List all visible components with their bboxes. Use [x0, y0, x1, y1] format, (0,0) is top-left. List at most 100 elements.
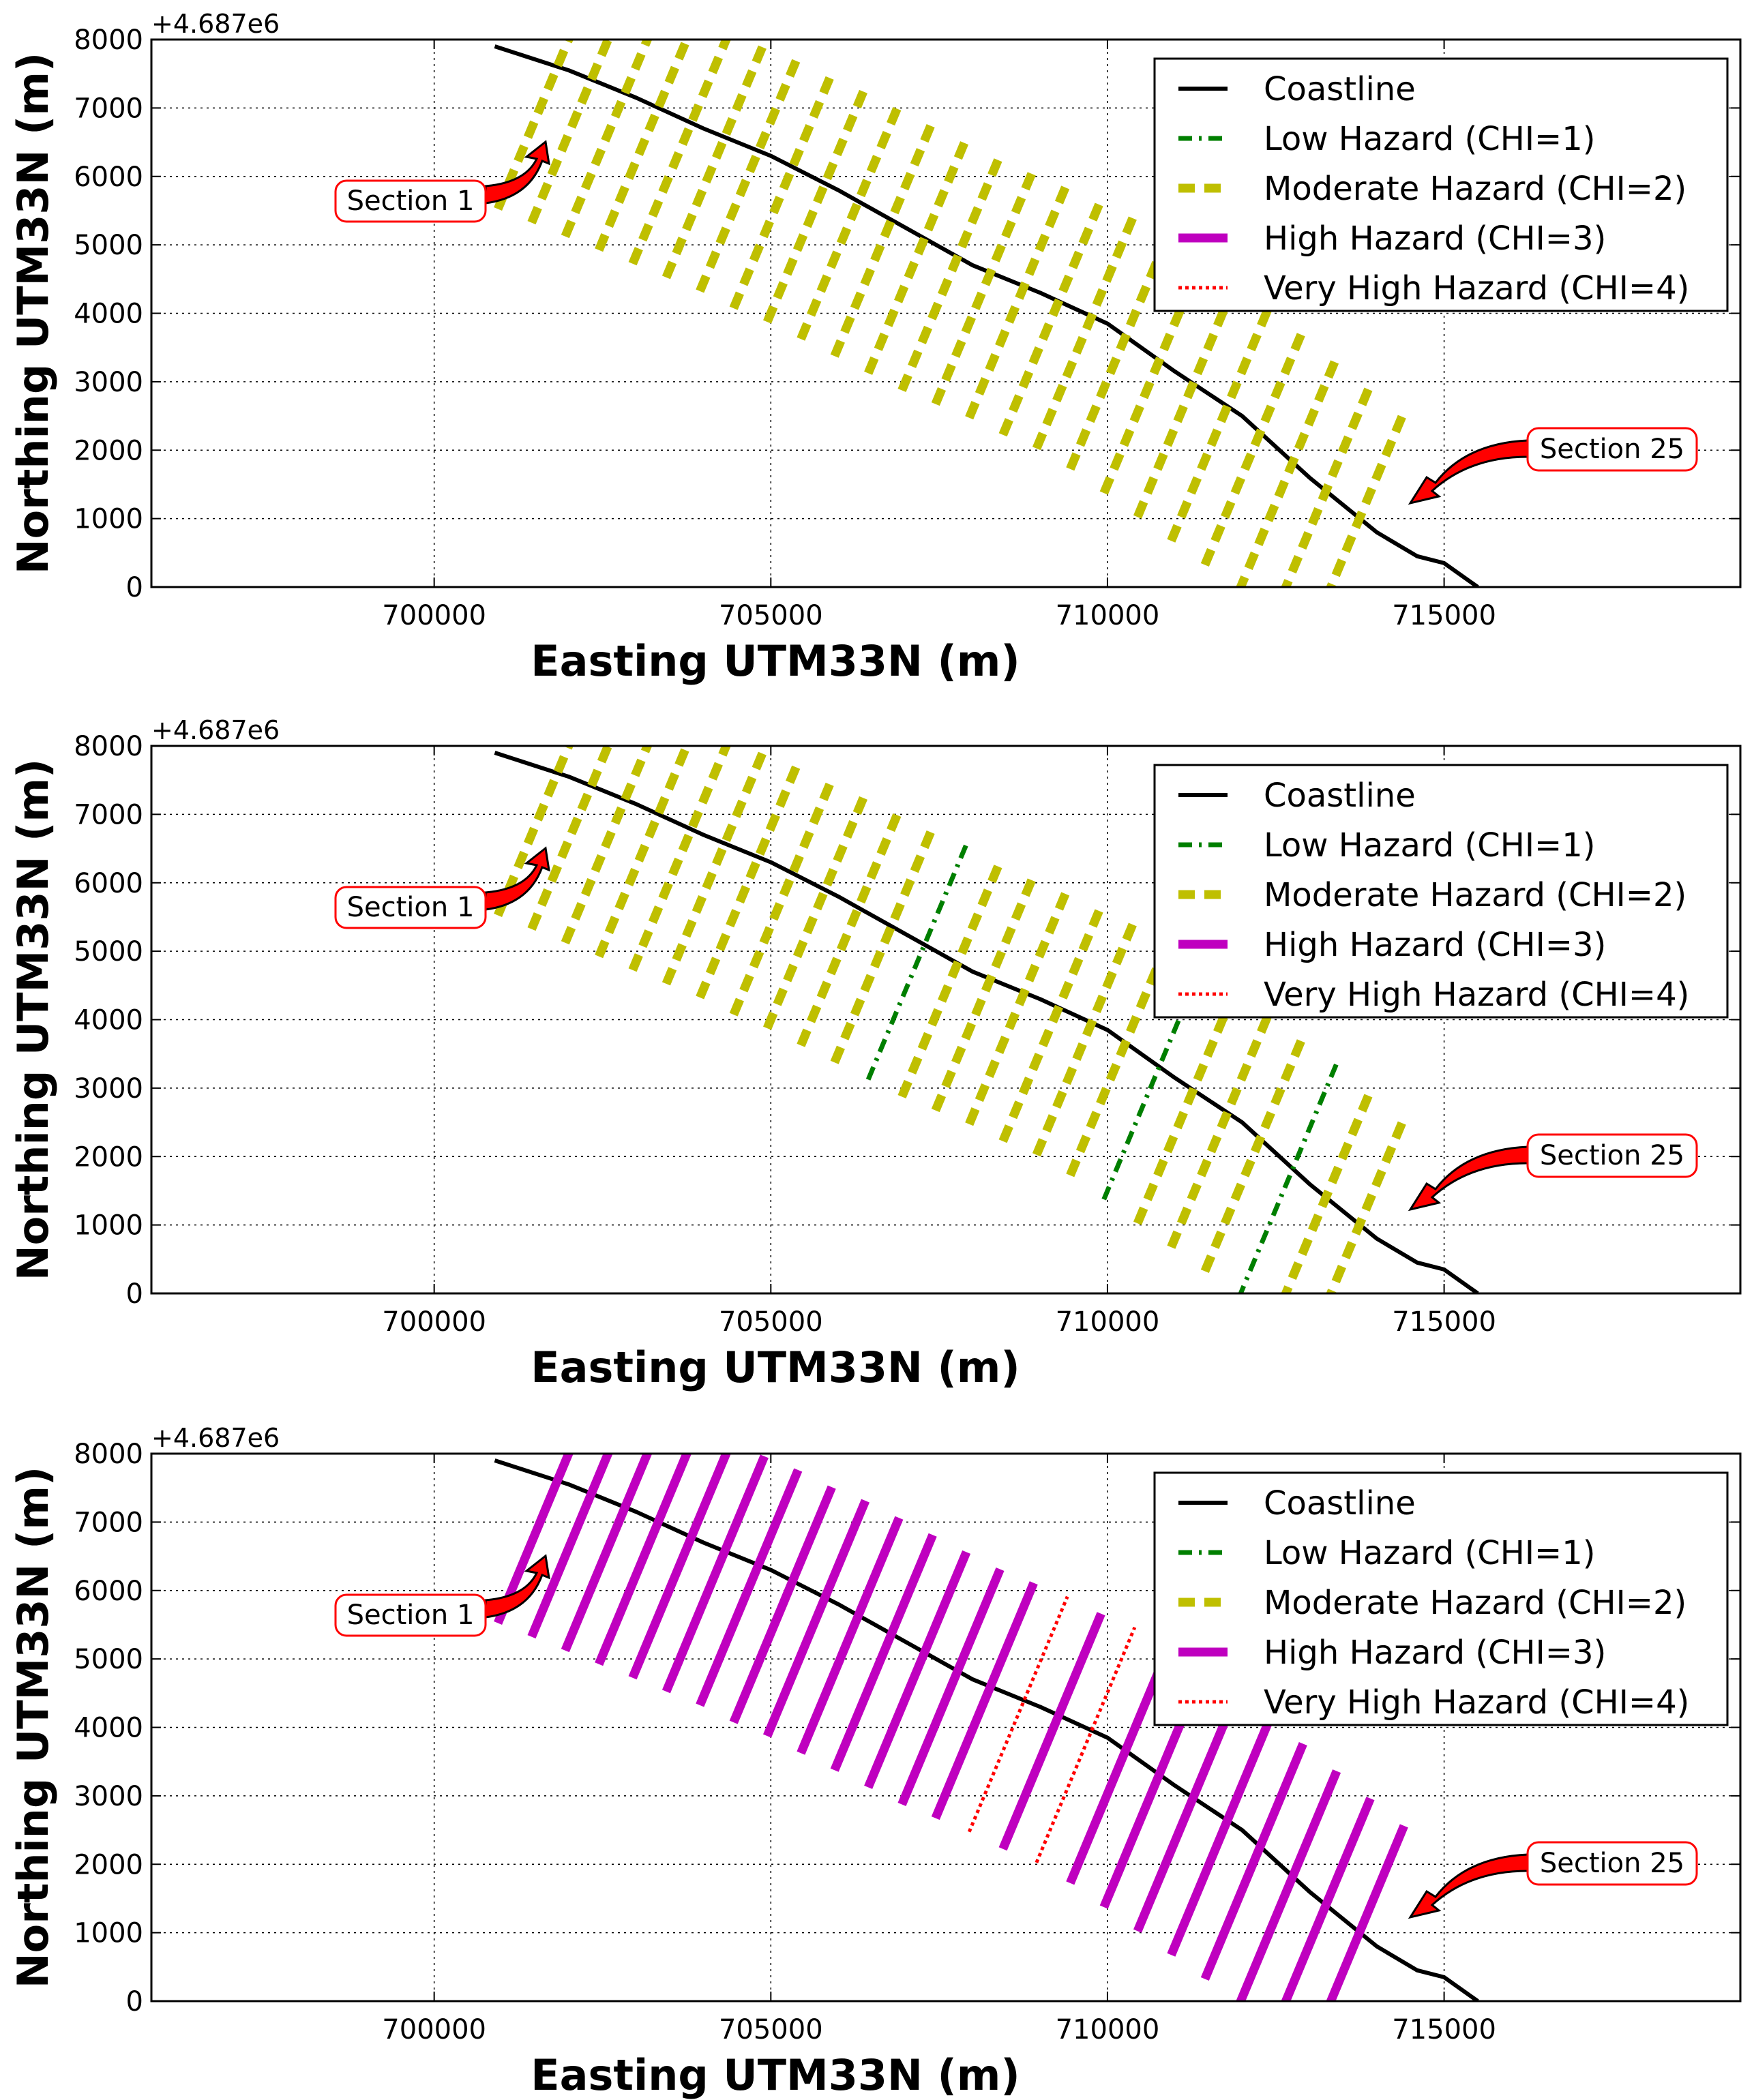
- legend-box: [1153, 57, 1729, 312]
- chart-panel-bottom: 700000 705000 710000 715000 0 1000 2000 3000 400…: [8, 1423, 1742, 2100]
- y-tick-label: 4000: [74, 1005, 143, 1036]
- section-12-chi-3: [864, 1550, 971, 1789]
- y-offset-label: +4.687e6: [151, 9, 280, 39]
- y-tick-label: 8000: [74, 25, 143, 56]
- section-8-chi-2: [729, 71, 836, 310]
- legend-entry-4: Very High Hazard (CHI=4): [1264, 269, 1689, 308]
- y-offset-label: +4.687e6: [151, 715, 280, 745]
- legend-entry-0: Coastline: [1264, 777, 1416, 815]
- legend-entry-3: High Hazard (CHI=3): [1264, 926, 1606, 964]
- x-tick-label: 715000: [1392, 1306, 1496, 1338]
- y-tick-label: 1000: [74, 504, 143, 535]
- legend-entry-0: Coastline: [1264, 1484, 1416, 1522]
- chart-panel-top: 700000 705000 710000 715000 0 1000 2000 3000 400…: [8, 9, 1742, 686]
- section-1-label: Section 1: [347, 1600, 475, 1631]
- section-10-chi-2: [797, 102, 904, 341]
- plot-area: [494, 746, 1479, 1293]
- section-18-chi-2: [1066, 232, 1173, 471]
- section-22-chi-2: [1200, 1034, 1307, 1274]
- section-25-label: Section 25: [1540, 1848, 1684, 1879]
- section-14-chi-2: [931, 873, 1038, 1113]
- section-23-chi-1: [1238, 1062, 1339, 1293]
- y-axis-label: Northing UTM33N (m): [8, 759, 58, 1281]
- section-16-chi-2: [998, 904, 1105, 1143]
- section-15-chi-2: [965, 887, 1072, 1126]
- y-tick-label: 7000: [74, 799, 143, 830]
- section-23-chi-3: [1236, 1769, 1341, 2001]
- y-tick-label: 1000: [74, 1918, 143, 1949]
- y-tick-label: 2000: [74, 1849, 143, 1880]
- section-5-chi-3: [628, 1454, 731, 1680]
- y-tick-label: 5000: [74, 1644, 143, 1675]
- section-3-chi-2: [561, 40, 653, 239]
- section-9-chi-2: [763, 85, 869, 324]
- y-tick-label: 7000: [74, 93, 143, 124]
- x-tick-label: 715000: [1392, 2014, 1496, 2045]
- section-21-chi-2: [1167, 1010, 1274, 1249]
- section-20-chi-2: [1133, 986, 1240, 1225]
- legend-box: [1153, 1471, 1729, 1726]
- section-25-chi-3: [1326, 1824, 1408, 2001]
- coastline-line: [494, 1458, 1479, 2001]
- section-18-chi-3: [1066, 1646, 1173, 1885]
- x-tick-label: 710000: [1056, 2014, 1160, 2045]
- section-20-chi-2: [1133, 280, 1240, 519]
- section-25-box: [1526, 1841, 1698, 1886]
- section-20-chi-3: [1133, 1694, 1240, 1933]
- section-2-chi-3: [527, 1454, 613, 1639]
- section-25-label: Section 25: [1540, 434, 1684, 465]
- section-11-chi-2: [830, 825, 937, 1064]
- plot-area: [494, 1454, 1479, 2001]
- section-22-chi-3: [1200, 1741, 1307, 1981]
- legend: Coastline Low Hazard (CHI=1) Moderate Haza…: [1153, 57, 1729, 312]
- section-13-chi-2: [897, 153, 1005, 393]
- section-15-chi-4: [967, 1595, 1069, 1833]
- x-axis-label: Easting UTM33N (m): [531, 1342, 1020, 1392]
- y-tick-label: 3000: [74, 367, 143, 398]
- x-tick-label: 705000: [719, 2014, 823, 2045]
- section-15-chi-2: [965, 181, 1072, 420]
- y-tick-label: 1000: [74, 1210, 143, 1242]
- section-25-box: [1526, 1133, 1698, 1178]
- section-21-chi-3: [1167, 1717, 1274, 1957]
- y-tick-label: 2000: [74, 435, 143, 466]
- section-21-chi-2: [1167, 303, 1274, 543]
- section-4-chi-3: [595, 1454, 692, 1666]
- legend-entry-4: Very High Hazard (CHI=4): [1264, 976, 1689, 1014]
- section-1-label: Section 1: [347, 892, 475, 923]
- y-offset-label: +4.687e6: [151, 1423, 280, 1453]
- y-tick-label: 6000: [74, 162, 143, 193]
- section-9-chi-2: [763, 791, 869, 1030]
- y-tick-label: 0: [126, 1278, 143, 1310]
- y-tick-label: 5000: [74, 936, 143, 967]
- section-6-chi-3: [662, 1454, 769, 1694]
- legend-entry-1: Low Hazard (CHI=1): [1264, 826, 1596, 865]
- section-1-box: [334, 886, 487, 929]
- section-23-chi-2: [1236, 355, 1341, 587]
- plot-area: [494, 40, 1479, 587]
- section-25-arrow: [1408, 1853, 1529, 1919]
- legend: Coastline Low Hazard (CHI=1) Moderate Haza…: [1153, 1471, 1729, 1726]
- x-tick-label: 700000: [382, 1306, 486, 1338]
- section-25-box: [1526, 427, 1698, 472]
- x-axis-label: Easting UTM33N (m): [531, 636, 1020, 686]
- section-24-chi-3: [1281, 1797, 1375, 2001]
- section-24-chi-2: [1281, 382, 1375, 587]
- legend-entry-2: Moderate Hazard (CHI=2): [1264, 1584, 1686, 1622]
- section-13-chi-2: [897, 859, 1005, 1099]
- section-17-chi-2: [1032, 211, 1139, 451]
- y-tick-label: 3000: [74, 1781, 143, 1812]
- section-1-arrow: [484, 846, 550, 911]
- legend-entry-1: Low Hazard (CHI=1): [1264, 120, 1596, 158]
- x-tick-label: 710000: [1056, 600, 1160, 631]
- section-24-chi-2: [1281, 1089, 1375, 1293]
- section-3-chi-2: [561, 746, 653, 945]
- x-tick-label: 705000: [719, 600, 823, 631]
- section-1-chi-2: [494, 746, 574, 918]
- section-14-chi-2: [931, 167, 1038, 406]
- section-16-chi-3: [998, 1612, 1105, 1851]
- section-5-chi-2: [628, 40, 731, 266]
- section-6-chi-2: [662, 40, 769, 280]
- section-17-chi-4: [1035, 1626, 1137, 1863]
- coastline-line: [494, 44, 1479, 587]
